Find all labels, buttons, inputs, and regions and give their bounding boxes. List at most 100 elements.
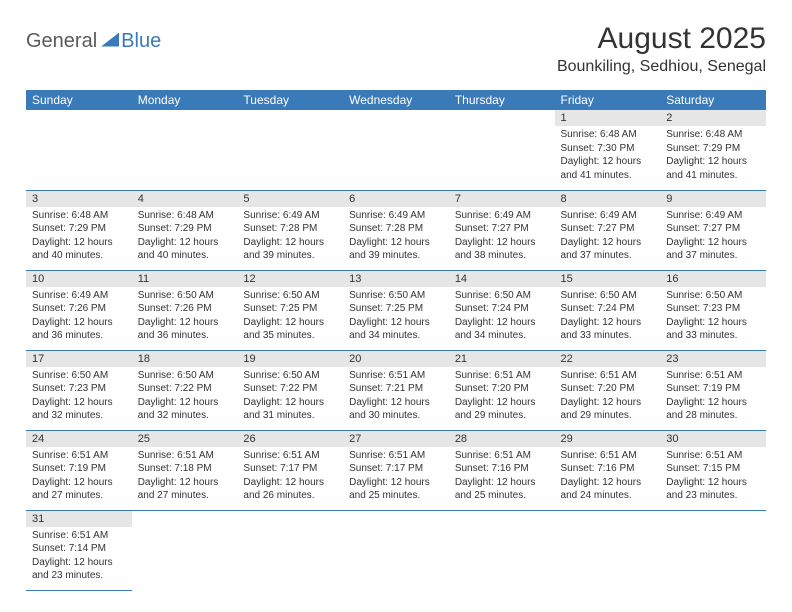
logo: General Blue <box>26 22 161 53</box>
sunset-line: Sunset: 7:27 PM <box>455 222 549 236</box>
day-number: 22 <box>555 351 661 367</box>
day-number: 12 <box>237 271 343 287</box>
sunset-line: Sunset: 7:29 PM <box>138 222 232 236</box>
daylight-line: Daylight: 12 hours and 32 minutes. <box>32 396 126 423</box>
day-cell: 19Sunrise: 6:50 AMSunset: 7:22 PMDayligh… <box>237 350 343 430</box>
day-cell: 25Sunrise: 6:51 AMSunset: 7:18 PMDayligh… <box>132 430 238 510</box>
empty-cell <box>343 510 449 590</box>
sunrise-line: Sunrise: 6:48 AM <box>32 209 126 223</box>
sunset-line: Sunset: 7:29 PM <box>666 142 760 156</box>
daylight-line: Daylight: 12 hours and 30 minutes. <box>349 396 443 423</box>
day-cell: 24Sunrise: 6:51 AMSunset: 7:19 PMDayligh… <box>26 430 132 510</box>
sunset-line: Sunset: 7:27 PM <box>666 222 760 236</box>
daylight-line: Daylight: 12 hours and 34 minutes. <box>349 316 443 343</box>
day-details: Sunrise: 6:50 AMSunset: 7:24 PMDaylight:… <box>449 287 555 347</box>
day-number: 24 <box>26 431 132 447</box>
day-details: Sunrise: 6:51 AMSunset: 7:16 PMDaylight:… <box>449 447 555 507</box>
day-details: Sunrise: 6:50 AMSunset: 7:22 PMDaylight:… <box>132 367 238 427</box>
day-cell: 26Sunrise: 6:51 AMSunset: 7:17 PMDayligh… <box>237 430 343 510</box>
sunrise-line: Sunrise: 6:49 AM <box>666 209 760 223</box>
sunrise-line: Sunrise: 6:50 AM <box>32 369 126 383</box>
day-details: Sunrise: 6:50 AMSunset: 7:23 PMDaylight:… <box>26 367 132 427</box>
day-cell: 11 Sunrise: 6:50 AMSunset: 7:26 PMDayligh… <box>132 270 238 350</box>
daylight-line: Daylight: 12 hours and 25 minutes. <box>455 476 549 503</box>
sunrise-line: Sunrise: 6:50 AM <box>138 289 232 303</box>
sunrise-line: Sunrise: 6:51 AM <box>561 449 655 463</box>
sunset-line: Sunset: 7:25 PM <box>243 302 337 316</box>
day-number: 4 <box>132 191 238 207</box>
day-cell: 2Sunrise: 6:48 AMSunset: 7:29 PMDaylight… <box>660 110 766 190</box>
day-details: Sunrise: 6:51 AMSunset: 7:15 PMDaylight:… <box>660 447 766 507</box>
day-number: 6 <box>343 191 449 207</box>
day-cell: 3Sunrise: 6:48 AMSunset: 7:29 PMDaylight… <box>26 190 132 270</box>
day-cell: 9Sunrise: 6:49 AMSunset: 7:27 PMDaylight… <box>660 190 766 270</box>
day-details: Sunrise: 6:49 AMSunset: 7:27 PMDaylight:… <box>660 207 766 267</box>
day-cell: 5Sunrise: 6:49 AMSunset: 7:28 PMDaylight… <box>237 190 343 270</box>
sunset-line: Sunset: 7:20 PM <box>455 382 549 396</box>
daylight-line: Daylight: 12 hours and 29 minutes. <box>561 396 655 423</box>
day-details: Sunrise: 6:51 AMSunset: 7:17 PMDaylight:… <box>343 447 449 507</box>
day-details: Sunrise: 6:48 AMSunset: 7:30 PMDaylight:… <box>555 126 661 186</box>
day-cell: 15Sunrise: 6:50 AMSunset: 7:24 PMDayligh… <box>555 270 661 350</box>
dow-monday: Monday <box>132 90 238 110</box>
sunrise-line: Sunrise: 6:50 AM <box>138 369 232 383</box>
sunrise-line: Sunrise: 6:51 AM <box>455 449 549 463</box>
day-cell: 21Sunrise: 6:51 AMSunset: 7:20 PMDayligh… <box>449 350 555 430</box>
calendar-week-row: 17Sunrise: 6:50 AMSunset: 7:23 PMDayligh… <box>26 350 766 430</box>
day-cell: 30Sunrise: 6:51 AMSunset: 7:15 PMDayligh… <box>660 430 766 510</box>
title-block: August 2025 Bounkiling, Sedhiou, Senegal <box>557 22 766 76</box>
day-details: Sunrise: 6:51 AMSunset: 7:21 PMDaylight:… <box>343 367 449 427</box>
day-details: Sunrise: 6:51 AMSunset: 7:20 PMDaylight:… <box>555 367 661 427</box>
day-details: Sunrise: 6:50 AMSunset: 7:25 PMDaylight:… <box>343 287 449 347</box>
sunset-line: Sunset: 7:29 PM <box>32 222 126 236</box>
sunrise-line: Sunrise: 6:49 AM <box>243 209 337 223</box>
empty-cell <box>132 510 238 590</box>
empty-cell <box>449 510 555 590</box>
sunrise-line: Sunrise: 6:50 AM <box>561 289 655 303</box>
sunrise-line: Sunrise: 6:49 AM <box>349 209 443 223</box>
location-text: Bounkiling, Sedhiou, Senegal <box>557 58 766 76</box>
sunrise-line: Sunrise: 6:49 AM <box>455 209 549 223</box>
sunset-line: Sunset: 7:16 PM <box>455 462 549 476</box>
day-number: 27 <box>343 431 449 447</box>
day-number: 20 <box>343 351 449 367</box>
empty-cell <box>237 110 343 190</box>
calendar-week-row: 24Sunrise: 6:51 AMSunset: 7:19 PMDayligh… <box>26 430 766 510</box>
sunset-line: Sunset: 7:30 PM <box>561 142 655 156</box>
calendar-week-row: 1Sunrise: 6:48 AMSunset: 7:30 PMDaylight… <box>26 110 766 190</box>
sunset-line: Sunset: 7:24 PM <box>561 302 655 316</box>
day-cell: 6Sunrise: 6:49 AMSunset: 7:28 PMDaylight… <box>343 190 449 270</box>
dow-thursday: Thursday <box>449 90 555 110</box>
day-number: 28 <box>449 431 555 447</box>
daylight-line: Daylight: 12 hours and 41 minutes. <box>561 155 655 182</box>
sunrise-line: Sunrise: 6:51 AM <box>349 369 443 383</box>
daylight-line: Daylight: 12 hours and 36 minutes. <box>138 316 232 343</box>
sunrise-line: Sunrise: 6:48 AM <box>666 128 760 142</box>
empty-cell <box>237 510 343 590</box>
sunrise-line: Sunrise: 6:51 AM <box>561 369 655 383</box>
day-cell: 22Sunrise: 6:51 AMSunset: 7:20 PMDayligh… <box>555 350 661 430</box>
sunset-line: Sunset: 7:28 PM <box>243 222 337 236</box>
daylight-line: Daylight: 12 hours and 23 minutes. <box>666 476 760 503</box>
day-number: 26 <box>237 431 343 447</box>
day-cell: 29Sunrise: 6:51 AMSunset: 7:16 PMDayligh… <box>555 430 661 510</box>
daylight-line: Daylight: 12 hours and 26 minutes. <box>243 476 337 503</box>
sunset-line: Sunset: 7:26 PM <box>138 302 232 316</box>
sunset-line: Sunset: 7:17 PM <box>243 462 337 476</box>
day-details: Sunrise: 6:51 AMSunset: 7:18 PMDaylight:… <box>132 447 238 507</box>
day-details: Sunrise: 6:49 AMSunset: 7:27 PMDaylight:… <box>555 207 661 267</box>
sunset-line: Sunset: 7:17 PM <box>349 462 443 476</box>
day-number: 10 <box>26 271 132 287</box>
daylight-line: Daylight: 12 hours and 40 minutes. <box>138 236 232 263</box>
sunset-line: Sunset: 7:22 PM <box>138 382 232 396</box>
sunset-line: Sunset: 7:14 PM <box>32 542 126 556</box>
day-cell: 27Sunrise: 6:51 AMSunset: 7:17 PMDayligh… <box>343 430 449 510</box>
sunrise-line: Sunrise: 6:48 AM <box>561 128 655 142</box>
header: General Blue August 2025 Bounkiling, Sed… <box>26 22 766 76</box>
sunset-line: Sunset: 7:15 PM <box>666 462 760 476</box>
empty-cell <box>660 510 766 590</box>
day-cell: 20Sunrise: 6:51 AMSunset: 7:21 PMDayligh… <box>343 350 449 430</box>
day-cell: 14Sunrise: 6:50 AMSunset: 7:24 PMDayligh… <box>449 270 555 350</box>
day-number: 11 <box>132 271 238 287</box>
daylight-line: Daylight: 12 hours and 28 minutes. <box>666 396 760 423</box>
